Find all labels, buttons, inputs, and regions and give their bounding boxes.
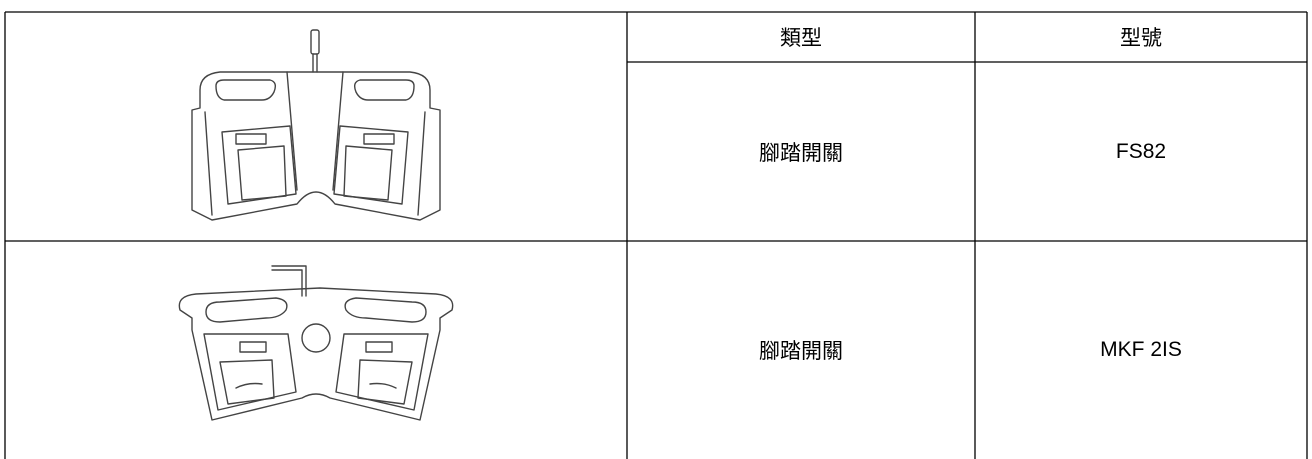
header-type: 類型 [780, 26, 822, 50]
fs82-illustration [191, 29, 441, 221]
type-cell: 腳踏開關 [759, 140, 843, 165]
mkf2is-illustration [178, 265, 454, 421]
model-cell: FS82 [1115, 139, 1167, 163]
table-borders [4, 11, 1308, 459]
header-model: 型號 [1120, 26, 1162, 50]
model-cell: MKF 2IS [1100, 338, 1182, 361]
type-cell: 腳踏開關 [759, 339, 843, 363]
